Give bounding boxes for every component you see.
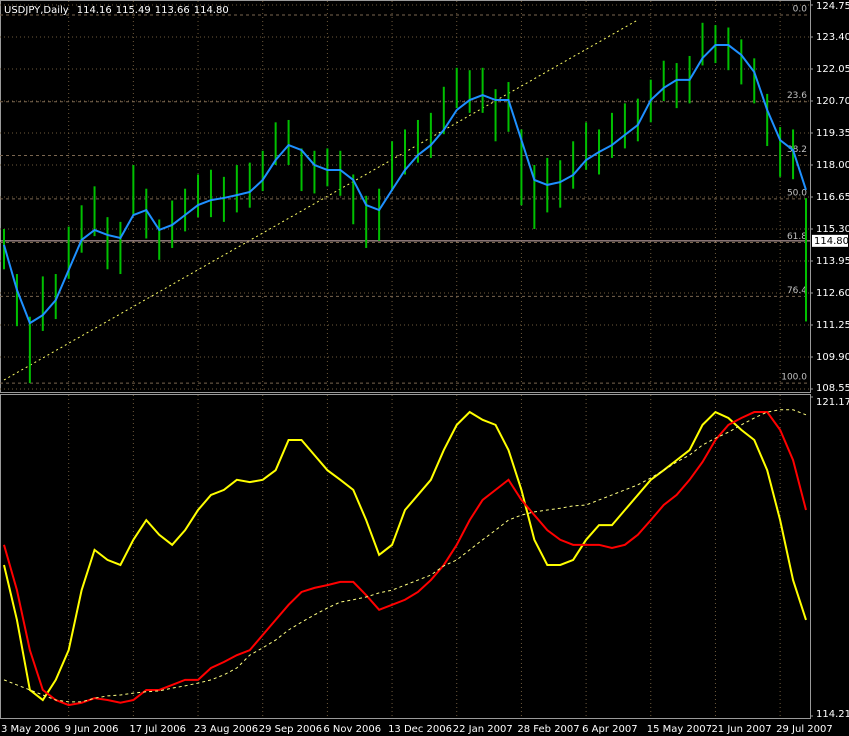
trendline: [3, 19, 639, 381]
y-tick-label: 122.05: [816, 64, 849, 75]
y-tick-label: 112.60: [816, 288, 849, 299]
y-tick-label: 108.55: [816, 383, 849, 394]
indicator-panel: [0, 394, 811, 719]
header-value: 113.66: [155, 5, 190, 16]
y-tick-label: 120.70: [816, 96, 849, 107]
moving-average: [3, 44, 807, 325]
chart-header: USDJPY,Daily 114.16 115.49 113.66 114.80: [4, 5, 229, 16]
indicator-line: [3, 411, 807, 707]
x-tick-label: 9 Jun 2006: [65, 724, 119, 735]
x-tick-label: 15 May 2007: [647, 724, 712, 735]
x-tick-label: 6 Nov 2006: [323, 724, 381, 735]
y-tick-label: 119.35: [816, 128, 849, 139]
fibo-label: 38.2: [787, 145, 807, 155]
x-tick-label: 28 Feb 2007: [517, 724, 579, 735]
fibo-label: 23.6: [787, 91, 807, 101]
indicator-line: [3, 410, 807, 702]
fibo-label: 61.8: [787, 232, 807, 242]
price-tag-label: 114.80: [814, 236, 849, 247]
y-tick-label: 114.211: [816, 709, 849, 720]
y-tick-label: 116.65: [816, 192, 849, 203]
header-value: 115.49: [116, 5, 151, 16]
price-tag: [812, 234, 848, 247]
y-tick-label: 109.90: [816, 352, 849, 363]
x-tick-label: 22 Jan 2007: [453, 724, 513, 735]
y-tick-label: 121.179: [816, 397, 849, 408]
x-tick-label: 23 Aug 2006: [194, 724, 258, 735]
y-tick-label: 113.95: [816, 256, 849, 267]
fibo-label: 50.0: [787, 188, 807, 198]
x-tick-label: 13 Dec 2006: [388, 724, 452, 735]
chart-title: USDJPY,Daily: [4, 5, 69, 16]
indicator-line: [3, 409, 807, 703]
x-tick-label: 29 Jul 2007: [776, 724, 833, 735]
x-tick-label: 6 Apr 2007: [582, 724, 637, 735]
y-tick-label: 124.75: [816, 1, 849, 12]
fibo-label: 0.0: [793, 4, 808, 14]
y-tick-label: 123.40: [816, 32, 849, 43]
fibo-label: 76.4: [787, 286, 807, 296]
x-tick-label: 17 Jul 2006: [129, 724, 186, 735]
x-tick-label: 29 Sep 2006: [259, 724, 322, 735]
x-tick-label: 3 May 2006: [1, 724, 60, 735]
header-value: 114.80: [194, 5, 229, 16]
y-tick-label: 118.00: [816, 160, 849, 171]
fibo-label: 100.0: [781, 373, 807, 383]
y-tick-label: 115.30: [816, 224, 849, 235]
header-value: 114.16: [77, 5, 112, 16]
y-tick-label: 111.25: [816, 320, 849, 331]
x-tick-label: 21 Jun 2007: [711, 724, 771, 735]
